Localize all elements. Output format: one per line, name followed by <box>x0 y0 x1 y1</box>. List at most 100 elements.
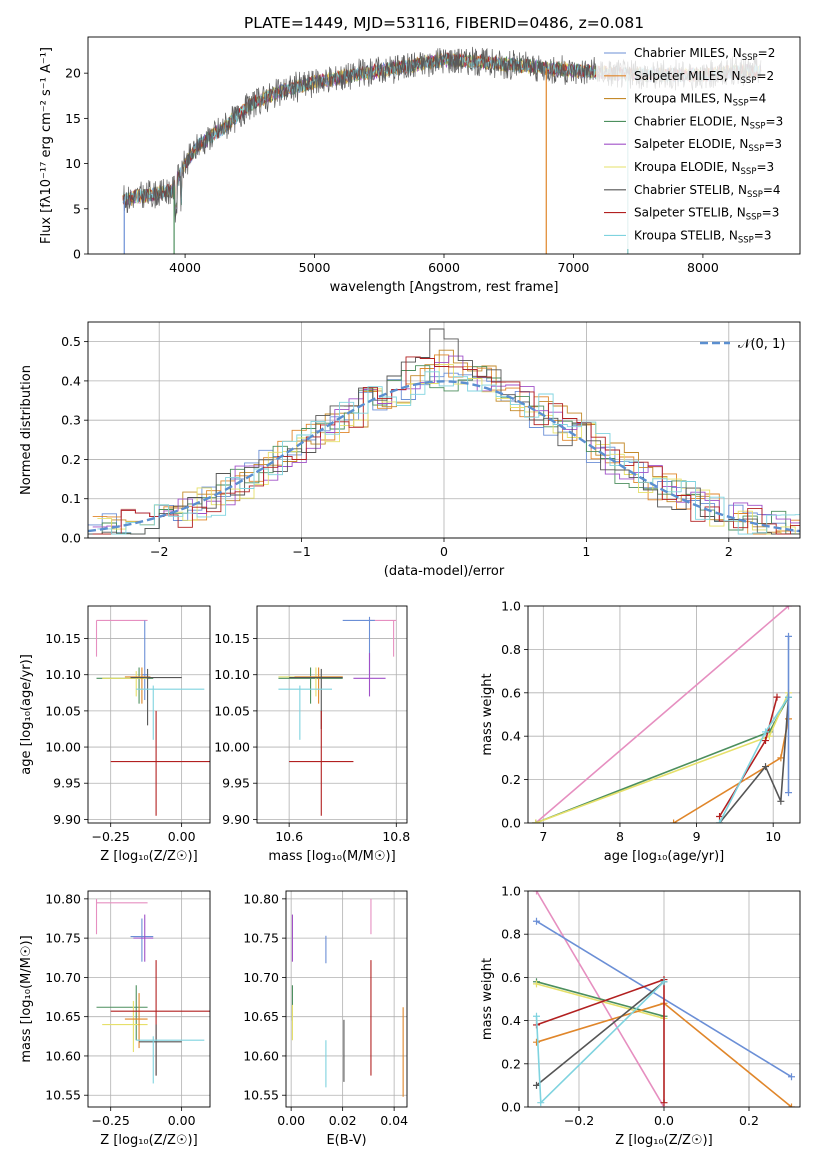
age_vs_mass-xtick-label: 10.6 <box>275 829 303 844</box>
spectrum-axes: 4000 5000 6000 7000 8000 0 5 10 15 20 wavelength [… <box>39 47 719 295</box>
weight_vs_age-marker <box>785 606 793 610</box>
residuals-xtick-label: −2 <box>150 544 168 559</box>
weight_vs_age-panel: 7 8 9 10 0.0 0.2 0.4 0.6 0.8 1.0 age [log₁₀(age/yr… <box>480 599 801 864</box>
weight_vs_age-xlabel: age [log₁₀(age/yr)] <box>604 849 725 864</box>
weight_vs_age-ytick-label: 0.8 <box>501 642 521 657</box>
spectrum-xlabel: wavelength [Angstrom, rest frame] <box>330 280 559 295</box>
weight_vs_Z-marker <box>533 980 540 988</box>
mass_vs_ebv-ytick-label: 10.80 <box>243 891 279 906</box>
legend-entry: Chabrier ELODIE, NSSP=3 <box>634 114 783 131</box>
weight_vs_Z-line-6 <box>535 981 665 1087</box>
weight_vs_age-marker <box>777 754 785 762</box>
weight_vs_Z-marker <box>660 978 668 986</box>
weight_vs_Z-marker <box>533 891 540 895</box>
residuals-ytick-label: 0.5 <box>61 334 81 349</box>
age_vs_mass-points <box>278 616 397 816</box>
residual-histogram-5 <box>97 364 800 535</box>
spectrum-xtick-label: 8000 <box>687 260 719 275</box>
spectrum-ytick-label: 15 <box>65 111 81 126</box>
residuals-ytick-label: 0.2 <box>61 452 81 467</box>
weight_vs_age-xtick-label: 9 <box>693 829 701 844</box>
mass_vs_ebv-xlabel: E(B-V) <box>326 1133 366 1148</box>
weight_vs_Z-xtick-label: 0.0 <box>654 1113 674 1128</box>
weight_vs_age-marker <box>785 789 793 797</box>
mass_vs_Z-points <box>95 898 210 1084</box>
residual-histogram-7 <box>92 356 800 535</box>
spectrum-ylabel: Flux [fλ10⁻¹⁷ erg cm⁻² s⁻¹ A⁻¹] <box>39 47 54 244</box>
mass_vs_ebv-ytick-label: 10.75 <box>243 931 279 946</box>
mass_vs_Z-axes: −0.25 0.00 10.55 10.60 10.65 10.70 10.75 10.80 Z… <box>19 891 210 1148</box>
spectrum-xtick-label: 5000 <box>299 260 331 275</box>
age_vs_Z-xtick-label: 0.00 <box>168 829 196 844</box>
weight_vs_age-line-3 <box>673 718 790 823</box>
residuals-xtick-label: 2 <box>725 544 733 559</box>
age_vs_Z-ytick-label: 9.95 <box>53 776 81 791</box>
weight_vs_age-marker <box>716 819 724 823</box>
residuals-panel: −2 −1 0 1 2 0.0 0.1 0.2 0.3 0.4 0.5 (data-model)/er… <box>19 321 801 579</box>
residuals-xtick-label: 0 <box>440 544 448 559</box>
age_vs_mass-ytick-label: 9.90 <box>222 812 250 827</box>
legend-entry: 𝒩(0, 1) <box>738 337 785 352</box>
age_vs_Z-ytick-label: 10.00 <box>45 740 81 755</box>
mass_vs_Z-xtick-label: −0.25 <box>92 1113 130 1128</box>
age_vs_Z-ytick-label: 10.10 <box>45 667 81 682</box>
residuals-ytick-label: 0.0 <box>61 531 81 546</box>
age_vs_mass-ytick-label: 10.00 <box>214 740 250 755</box>
weight_vs_age-xtick-label: 8 <box>616 829 624 844</box>
legend-entry: Chabrier MILES, NSSP=2 <box>634 46 775 63</box>
mass_vs_Z-ylabel: mass [log₁₀(M/M☉)] <box>19 935 34 1062</box>
age_vs_Z-xlabel: Z [log₁₀(Z/Z☉)] <box>100 849 197 864</box>
weight_vs_Z-ytick-label: 0.6 <box>501 970 521 985</box>
weight_vs_Z-xtick-label: −0.2 <box>564 1113 594 1128</box>
weight_vs_age-line-0 <box>535 606 790 823</box>
mass_vs_Z-ytick-label: 10.70 <box>45 970 81 985</box>
mass_vs_Z-xtick-label: 0.00 <box>168 1113 196 1128</box>
spectrum-xtick-label: 6000 <box>428 260 460 275</box>
weight_vs_Z-marker <box>537 1099 545 1107</box>
spectrum-frame <box>87 36 801 255</box>
mass_vs_ebv-xtick-label: 0.04 <box>380 1113 408 1128</box>
legend-entry: Salpeter ELODIE, NSSP=3 <box>634 137 782 154</box>
weight_vs_age-xtick-label: 10 <box>765 829 781 844</box>
weight_vs_Z-marker <box>660 1099 668 1107</box>
residuals-ylabel: Normed distribution <box>19 365 34 495</box>
legend-entry: Salpeter MILES, NSSP=2 <box>634 69 774 86</box>
age_vs_Z-panel: −0.25 0.00 9.90 9.95 10.00 10.05 10.10 10.15 Z [… <box>19 605 211 864</box>
residual-histogram-4 <box>92 355 800 528</box>
weight_vs_age-marker <box>762 728 770 736</box>
mass_vs_Z-panel: −0.25 0.00 10.55 10.60 10.65 10.70 10.75 10.80 Z… <box>19 890 211 1148</box>
age_vs_mass-panel: 10.6 10.8 9.90 9.95 10.00 10.05 10.10 10.15 mass… <box>214 605 410 864</box>
spectrum-ytick-label: 5 <box>73 201 81 216</box>
age_vs_mass-xtick-label: 10.8 <box>382 829 410 844</box>
legend-entry: Salpeter STELIB, NSSP=3 <box>634 206 779 223</box>
weight_vs_Z-marker <box>533 1012 540 1020</box>
weight_vs_age-marker <box>716 812 724 820</box>
legend-entry: Chabrier STELIB, NSSP=4 <box>634 183 781 200</box>
mass_vs_ebv-xtick-label: 0.02 <box>329 1113 357 1128</box>
mass_vs_ebv-xtick-label: 0.00 <box>277 1113 305 1128</box>
spectrum-ytick-label: 0 <box>73 247 81 262</box>
weight_vs_age-line-4 <box>718 696 778 817</box>
spectrum-ytick-label: 20 <box>65 66 81 81</box>
weight_vs_age-series <box>532 606 793 823</box>
age_vs_mass-ytick-label: 10.05 <box>214 703 250 718</box>
weight_vs_age-line-5 <box>718 697 790 823</box>
weight_vs_Z-ytick-label: 0.8 <box>501 927 521 942</box>
mass_vs_ebv-ytick-label: 10.55 <box>243 1088 279 1103</box>
mass_vs_Z-ytick-label: 10.65 <box>45 1009 81 1024</box>
legend-entry: Kroupa ELODIE, NSSP=3 <box>634 160 774 177</box>
weight_vs_age-marker <box>773 693 781 701</box>
weight_vs_age-ytick-label: 1.0 <box>501 599 521 614</box>
weight_vs_age-ytick-label: 0.2 <box>501 772 521 787</box>
mass_vs_ebv-ytick-label: 10.60 <box>243 1048 279 1063</box>
mass_vs_Z-ytick-label: 10.55 <box>45 1088 81 1103</box>
age_vs_mass-ytick-label: 10.10 <box>214 667 250 682</box>
residuals-xlabel: (data-model)/error <box>384 564 505 579</box>
weight_vs_Z-line-3 <box>536 983 665 1020</box>
weight_vs_Z-ytick-label: 0.2 <box>501 1056 521 1071</box>
weight_vs_age-xtick-label: 7 <box>539 829 547 844</box>
normal-curve <box>88 380 800 533</box>
weight_vs_Z-panel: −0.2 0.0 0.2 0.0 0.2 0.4 0.6 0.8 1.0 Z [log₁₀(Z/Z… <box>480 884 801 1148</box>
weight_vs_age-marker <box>762 737 770 745</box>
